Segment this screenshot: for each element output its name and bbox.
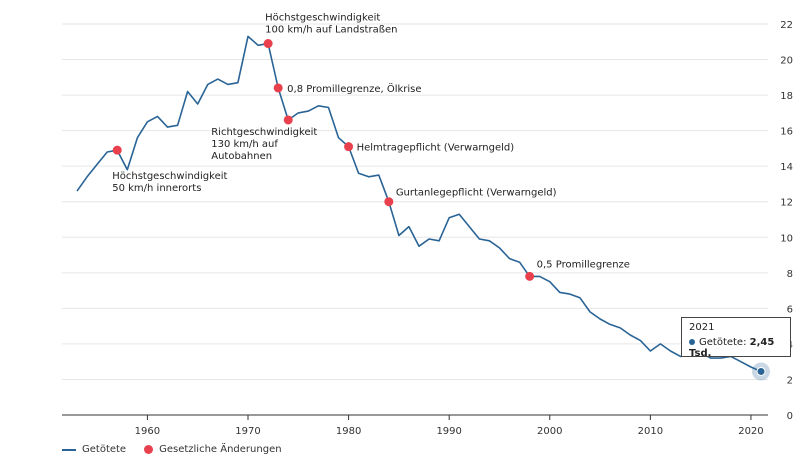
event-marker[interactable] bbox=[384, 197, 394, 207]
event-marker[interactable] bbox=[263, 39, 273, 49]
hover-point-marker[interactable] bbox=[756, 366, 766, 376]
x-tick-label: 1960 bbox=[135, 426, 160, 437]
event-label-line: 130 km/h auf bbox=[211, 139, 278, 150]
tooltip-series-dot bbox=[689, 339, 695, 345]
y-tick-label: 16 bbox=[780, 127, 793, 138]
y-tick-label: 22 bbox=[780, 20, 793, 31]
event-label-line: Höchstgeschwindigkeit bbox=[112, 171, 227, 182]
event-label-line: 0,8 Promillegrenze, Ölkrise bbox=[287, 82, 421, 95]
x-tick-label: 2010 bbox=[638, 426, 663, 437]
event-label-line: Höchstgeschwindigkeit bbox=[265, 13, 380, 24]
event-label: Höchstgeschwindigkeit 100 km/h auf Landst… bbox=[265, 13, 397, 36]
grid-lines bbox=[62, 23, 768, 380]
legend-item-gesetzliche-aenderungen[interactable]: Gesetzliche Änderungen bbox=[144, 444, 282, 455]
event-marker[interactable] bbox=[273, 83, 283, 93]
event-marker[interactable] bbox=[525, 271, 535, 281]
tooltip-value: 2,45 Tsd. bbox=[689, 337, 775, 359]
y-tick-label: 2 bbox=[787, 375, 793, 386]
legend-label-getoetete: Getötete bbox=[82, 444, 127, 455]
legend: Getötete Gesetzliche Änderungen bbox=[62, 444, 300, 455]
tooltip-row: Getötete: 2,45 Tsd. bbox=[689, 337, 783, 359]
legend-item-getoetete[interactable]: Getötete bbox=[62, 444, 126, 455]
event-markers: Höchstgeschwindigkeit 50 km/h innerortsHö… bbox=[112, 13, 630, 281]
x-axis-ticks: 1960 1970 1980 1990 2000 2010 2020 bbox=[135, 415, 764, 437]
tooltip-year: 2021 bbox=[689, 322, 715, 333]
event-marker[interactable] bbox=[283, 115, 293, 125]
y-tick-label: 0 bbox=[787, 411, 793, 422]
event-label-line: 0,5 Promillegrenze bbox=[537, 259, 630, 270]
hover-point bbox=[752, 362, 770, 381]
legend-line-swatch bbox=[62, 448, 76, 451]
y-tick-label: 18 bbox=[780, 91, 793, 102]
x-tick-label: 2000 bbox=[537, 426, 562, 437]
event-label-line: Helmtragepflicht (Verwarngeld) bbox=[357, 143, 515, 154]
y-tick-label: 14 bbox=[780, 162, 793, 173]
event-label-line: Gurtanlegepflicht (Verwarngeld) bbox=[396, 188, 557, 199]
event-label: Gurtanlegepflicht (Verwarngeld) bbox=[396, 188, 557, 199]
event-label: Richtgeschwindigkeit 130 km/h auf Autobahn… bbox=[211, 127, 317, 162]
event-marker[interactable] bbox=[112, 145, 122, 155]
y-tick-label: 20 bbox=[780, 56, 793, 67]
series-line-getoetete bbox=[76, 35, 762, 373]
tooltip-series-label: Getötete: bbox=[699, 337, 747, 348]
legend-label-gesetzliche-aenderungen: Gesetzliche Änderungen bbox=[159, 444, 282, 455]
x-tick-label: 1970 bbox=[235, 426, 260, 437]
event-label-line: 50 km/h innerorts bbox=[112, 183, 201, 194]
event-label: 0,5 Promillegrenze bbox=[537, 259, 630, 270]
event-marker[interactable] bbox=[344, 142, 354, 152]
x-tick-label: 2020 bbox=[738, 426, 763, 437]
y-tick-label: 12 bbox=[780, 198, 793, 209]
tooltip: 2021 Getötete: 2,45 Tsd. bbox=[681, 317, 791, 359]
event-label: 0,8 Promillegrenze, Ölkrise bbox=[287, 82, 421, 95]
event-label-line: Autobahnen bbox=[211, 151, 272, 162]
y-tick-label: 8 bbox=[787, 269, 793, 280]
y-tick-label: 6 bbox=[787, 304, 793, 315]
event-label: Helmtragepflicht (Verwarngeld) bbox=[357, 143, 515, 154]
x-tick-label: 1990 bbox=[436, 426, 461, 437]
event-label-line: 100 km/h auf Landstraßen bbox=[265, 25, 397, 36]
y-axis-ticks: 0246810121416182022 bbox=[780, 20, 793, 422]
x-tick-label: 1980 bbox=[336, 426, 361, 437]
y-tick-label: 10 bbox=[780, 233, 793, 244]
event-label-line: Richtgeschwindigkeit bbox=[211, 127, 317, 138]
event-label: Höchstgeschwindigkeit 50 km/h innerorts bbox=[112, 171, 227, 194]
legend-dot-swatch bbox=[144, 445, 154, 454]
